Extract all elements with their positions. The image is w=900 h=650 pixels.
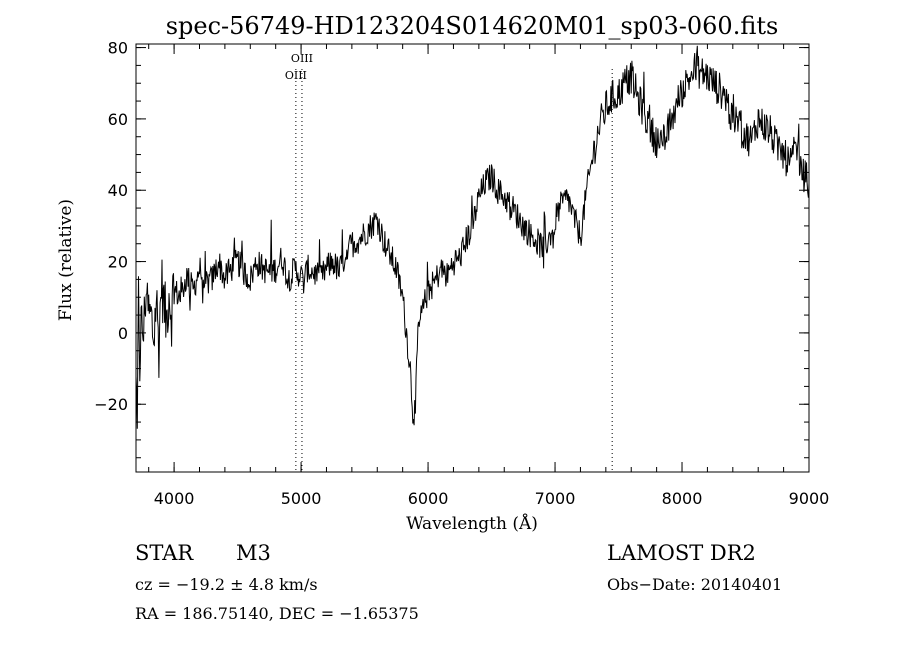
x-tick-label: 5000: [281, 489, 322, 508]
y-tick-label: 60: [108, 110, 128, 129]
y-tick-label: −20: [94, 395, 128, 414]
x-tick-label: 8000: [662, 489, 703, 508]
plot-frame: [135, 43, 810, 473]
redshift-text: cz = −19.2 ± 4.8 km/s: [135, 575, 318, 594]
x-tick-label: 4000: [154, 489, 195, 508]
y-axis-label: Flux (relative): [56, 199, 76, 321]
object-class: STAR: [135, 541, 194, 565]
x-tick-label: 9000: [789, 489, 830, 508]
major-ticks: [136, 44, 810, 472]
y-tick-label: 40: [108, 181, 128, 200]
y-tick-label: 0: [118, 324, 128, 343]
y-tick-label: 20: [108, 253, 128, 272]
x-tick-label: 6000: [408, 489, 449, 508]
object-subclass: M3: [236, 541, 271, 565]
observation-date: Obs−Date: 20140401: [607, 575, 783, 594]
emission-line-markers: OIII OIII: [285, 52, 613, 472]
x-tick-label: 7000: [535, 489, 576, 508]
coordinates-text: RA = 186.75140, DEC = −1.65375: [135, 604, 419, 623]
chart-title: spec-56749-HD123204S014620M01_sp03-060.f…: [166, 12, 779, 40]
survey-name: LAMOST DR2: [607, 541, 756, 565]
x-axis-label: Wavelength (Å): [406, 513, 538, 534]
spectrum-line: [135, 45, 810, 429]
minor-ticks: [136, 44, 810, 472]
line-marker-label: OIII: [285, 69, 307, 82]
line-marker-label: OIII: [291, 52, 313, 65]
tick-labels: 4000 5000 6000 7000 8000 9000 −20 0 20 40 60 80: [94, 39, 829, 508]
y-tick-label: 80: [108, 39, 128, 58]
